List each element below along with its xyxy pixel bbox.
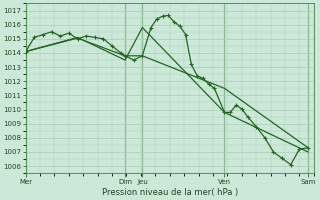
X-axis label: Pression niveau de la mer( hPa ): Pression niveau de la mer( hPa ) — [101, 188, 238, 197]
